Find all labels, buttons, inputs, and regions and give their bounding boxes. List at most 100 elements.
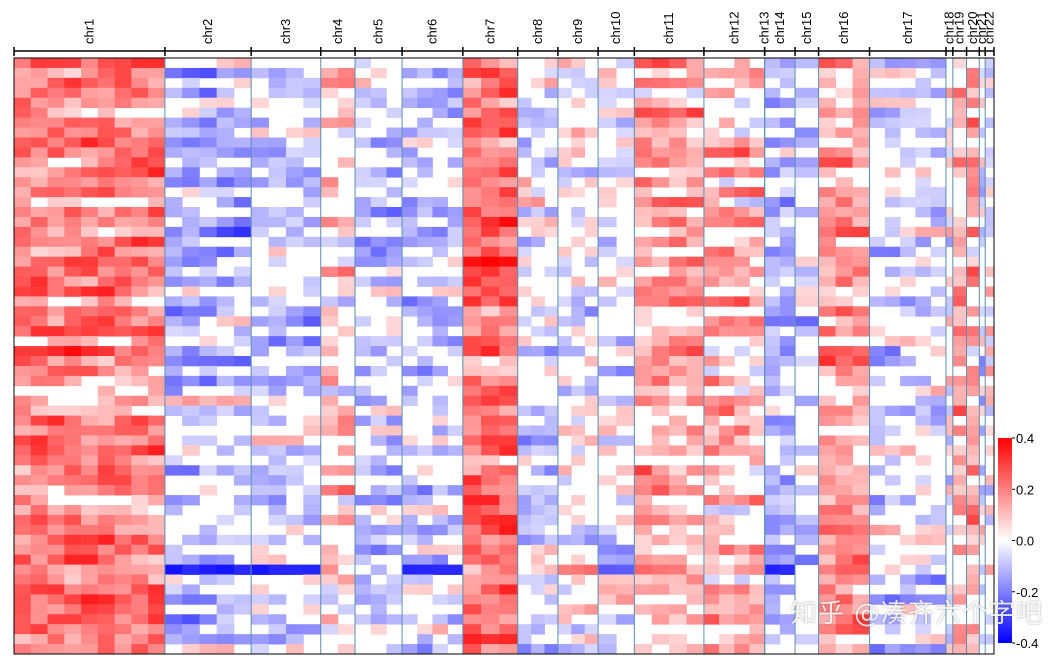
heatmap-cell bbox=[30, 554, 48, 565]
heatmap-cell bbox=[835, 644, 853, 655]
heatmap-cell bbox=[432, 226, 449, 238]
heatmap-cell bbox=[370, 197, 387, 208]
heatmap-cell bbox=[779, 197, 796, 208]
heatmap-cell bbox=[97, 644, 116, 655]
heatmap-cell bbox=[131, 137, 149, 148]
heatmap-cell bbox=[285, 336, 304, 347]
heatmap-cell bbox=[979, 236, 986, 248]
heatmap-cell bbox=[884, 58, 901, 69]
heatmap-cell bbox=[884, 524, 901, 536]
heatmap-cell bbox=[30, 216, 48, 228]
heatmap-cell bbox=[432, 296, 449, 307]
heatmap-cell bbox=[651, 296, 670, 307]
heatmap-cell bbox=[481, 534, 500, 546]
heatmap-cell bbox=[966, 187, 980, 198]
heatmap-cell bbox=[216, 445, 235, 456]
heatmap-cell bbox=[320, 395, 339, 407]
heatmap-cell bbox=[199, 574, 218, 585]
heatmap-cell bbox=[148, 197, 166, 208]
heatmap-cell bbox=[148, 634, 166, 645]
heatmap-cell bbox=[81, 306, 99, 317]
chromosome-label: chr4 bbox=[330, 19, 345, 44]
heatmap-cell bbox=[233, 385, 252, 397]
heatmap-cell bbox=[852, 405, 870, 416]
heatmap-cell bbox=[571, 167, 586, 178]
heatmap-cell bbox=[499, 187, 519, 198]
heatmap-cell bbox=[884, 197, 901, 208]
heatmap-cell bbox=[337, 67, 356, 79]
heatmap-cell bbox=[651, 197, 670, 208]
heatmap-cell bbox=[651, 67, 670, 79]
heatmap-cell bbox=[734, 127, 750, 138]
heatmap-cell bbox=[598, 445, 617, 456]
heatmap-cell bbox=[818, 554, 836, 565]
heatmap-cell bbox=[499, 485, 519, 496]
heatmap-cell bbox=[337, 604, 356, 615]
heatmap-cell bbox=[795, 296, 819, 307]
heatmap-cell bbox=[337, 97, 356, 109]
heatmap-cell bbox=[544, 445, 559, 456]
heatmap-cell bbox=[915, 594, 932, 605]
heatmap-cell bbox=[355, 97, 372, 109]
heatmap-cell bbox=[945, 137, 954, 148]
heatmap-cell bbox=[164, 127, 183, 138]
heatmap-cell bbox=[447, 564, 464, 575]
heatmap-cell bbox=[734, 137, 750, 148]
heatmap-cell bbox=[337, 405, 356, 416]
heatmap-cell bbox=[417, 226, 433, 238]
heatmap-cell bbox=[97, 485, 116, 496]
heatmap-cell bbox=[355, 534, 372, 546]
heatmap-cell bbox=[114, 395, 132, 407]
heatmap-cell bbox=[764, 157, 781, 168]
heatmap-cell bbox=[598, 336, 617, 347]
heatmap-cell bbox=[749, 197, 766, 208]
heatmap-cell bbox=[47, 286, 65, 297]
heatmap-cell bbox=[402, 524, 418, 536]
heatmap-cell bbox=[616, 58, 635, 69]
heatmap-cell bbox=[795, 554, 819, 565]
heatmap-cell bbox=[966, 495, 980, 506]
heatmap-cell bbox=[930, 306, 947, 317]
heatmap-cell bbox=[148, 276, 166, 287]
heatmap-cell bbox=[930, 644, 947, 655]
heatmap-cell bbox=[557, 187, 572, 198]
heatmap-cell bbox=[669, 197, 687, 208]
heatmap-cell bbox=[719, 614, 735, 625]
heatmap-cell bbox=[499, 296, 519, 307]
heatmap-cell bbox=[616, 614, 635, 625]
heatmap-cell bbox=[651, 127, 670, 138]
heatmap-cell bbox=[869, 87, 886, 99]
heatmap-cell bbox=[164, 554, 183, 565]
heatmap-cell bbox=[517, 505, 532, 516]
heatmap-cell bbox=[884, 624, 901, 635]
heatmap-cell bbox=[164, 147, 183, 158]
heatmap-cell bbox=[915, 614, 932, 625]
heatmap-cell bbox=[355, 455, 372, 466]
heatmap-cell bbox=[81, 445, 99, 456]
heatmap-cell bbox=[557, 475, 572, 486]
heatmap-cell bbox=[979, 326, 986, 337]
heatmap-cell bbox=[30, 514, 48, 526]
heatmap-cell bbox=[818, 614, 836, 625]
heatmap-cell bbox=[30, 365, 48, 377]
heatmap-cell bbox=[97, 624, 116, 635]
heatmap-cell bbox=[835, 564, 853, 575]
heatmap-cell bbox=[268, 445, 287, 456]
heatmap-cell bbox=[164, 465, 183, 476]
heatmap-cell bbox=[164, 385, 183, 397]
heatmap-cell bbox=[835, 594, 853, 605]
heatmap-cell bbox=[517, 256, 532, 267]
heatmap-cell bbox=[499, 157, 519, 168]
heatmap-cell bbox=[930, 187, 947, 198]
heatmap-cell bbox=[686, 356, 705, 367]
heatmap-cell bbox=[651, 97, 670, 109]
heatmap-cell bbox=[233, 505, 252, 516]
heatmap-cell bbox=[64, 465, 82, 476]
heatmap-cell bbox=[952, 475, 967, 486]
heatmap-cell bbox=[915, 624, 932, 635]
heatmap-cell bbox=[417, 316, 433, 327]
heatmap-cell bbox=[182, 584, 200, 595]
heatmap-cell bbox=[598, 435, 617, 446]
heatmap-cell bbox=[182, 216, 200, 228]
